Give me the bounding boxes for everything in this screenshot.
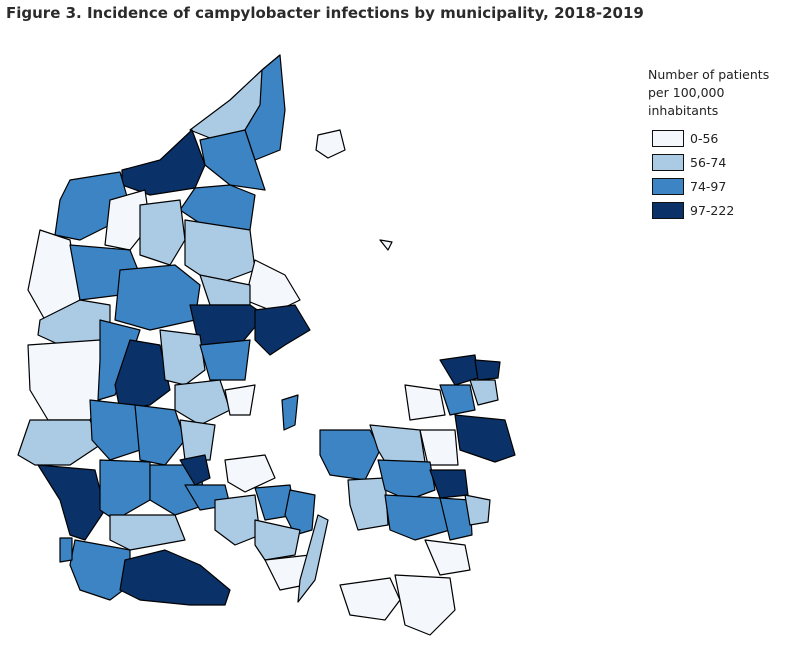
municipality-region: [199, 339, 251, 381]
municipality-region: [139, 199, 186, 266]
legend-item: 74-97: [648, 178, 798, 202]
legend-item: 97-222: [648, 202, 798, 226]
municipality-region: [114, 339, 171, 411]
municipality-region: [379, 239, 393, 251]
legend-swatch: [652, 130, 684, 147]
municipality-region: [134, 404, 186, 466]
municipality-region: [244, 259, 301, 313]
municipality-region: [89, 399, 141, 461]
municipality-region: [114, 264, 201, 331]
legend-title-line1: Number of patients: [648, 67, 770, 82]
legend-swatch: [652, 178, 684, 195]
municipality-region: [281, 394, 299, 431]
legend-swatch: [652, 154, 684, 171]
municipality-region: [254, 519, 301, 561]
municipality-region: [119, 549, 231, 606]
municipality-region: [179, 454, 211, 486]
legend-title-line2: per 100,000 inhabitants: [648, 85, 725, 118]
municipality-region: [315, 129, 346, 159]
municipality-region: [179, 419, 216, 461]
municipality-region: [159, 329, 206, 386]
municipality-region: [244, 54, 286, 161]
municipality-region: [184, 219, 256, 286]
legend-item: 0-56: [648, 130, 798, 154]
legend-swatch: [652, 202, 684, 219]
municipality-region: [404, 384, 446, 421]
choropleth-map: [17, 54, 516, 636]
municipality-region: [464, 494, 491, 526]
legend-item: 56-74: [648, 154, 798, 178]
municipality-region: [384, 494, 451, 541]
legend-label: 56-74: [690, 155, 727, 170]
municipality-region: [59, 537, 73, 563]
municipality-region: [99, 459, 151, 521]
municipality-region: [319, 429, 381, 481]
municipality-region: [214, 494, 261, 546]
municipality-region: [429, 469, 469, 499]
municipality-region: [224, 454, 276, 493]
municipality-region: [109, 514, 186, 551]
municipality-region: [394, 574, 456, 636]
municipality-region: [284, 489, 316, 536]
municipality-region: [17, 419, 101, 466]
municipality-region: [377, 459, 436, 501]
municipality-region: [347, 477, 389, 531]
legend-label: 74-97: [690, 179, 727, 194]
municipality-region: [37, 464, 106, 541]
legend-label: 0-56: [690, 131, 719, 146]
municipality-region: [474, 359, 501, 381]
municipality-region: [454, 414, 516, 463]
municipality-region: [419, 429, 459, 466]
municipality-region: [297, 514, 329, 603]
municipality-region: [174, 379, 231, 426]
legend-title: Number of patients per 100,000 inhabitan…: [648, 66, 798, 120]
municipality-region: [469, 379, 499, 406]
legend-label: 97-222: [690, 203, 735, 218]
municipality-region: [424, 539, 471, 576]
municipality-region: [439, 497, 473, 541]
figure-title: Figure 3. Incidence of campylobacter inf…: [6, 4, 644, 22]
municipality-region: [69, 539, 131, 601]
municipality-region: [121, 129, 206, 196]
municipality-region: [339, 577, 401, 621]
municipality-region: [199, 274, 251, 306]
municipality-region: [254, 304, 311, 356]
legend: Number of patients per 100,000 inhabitan…: [648, 66, 798, 226]
municipality-region: [439, 384, 476, 416]
municipality-region: [224, 384, 256, 416]
